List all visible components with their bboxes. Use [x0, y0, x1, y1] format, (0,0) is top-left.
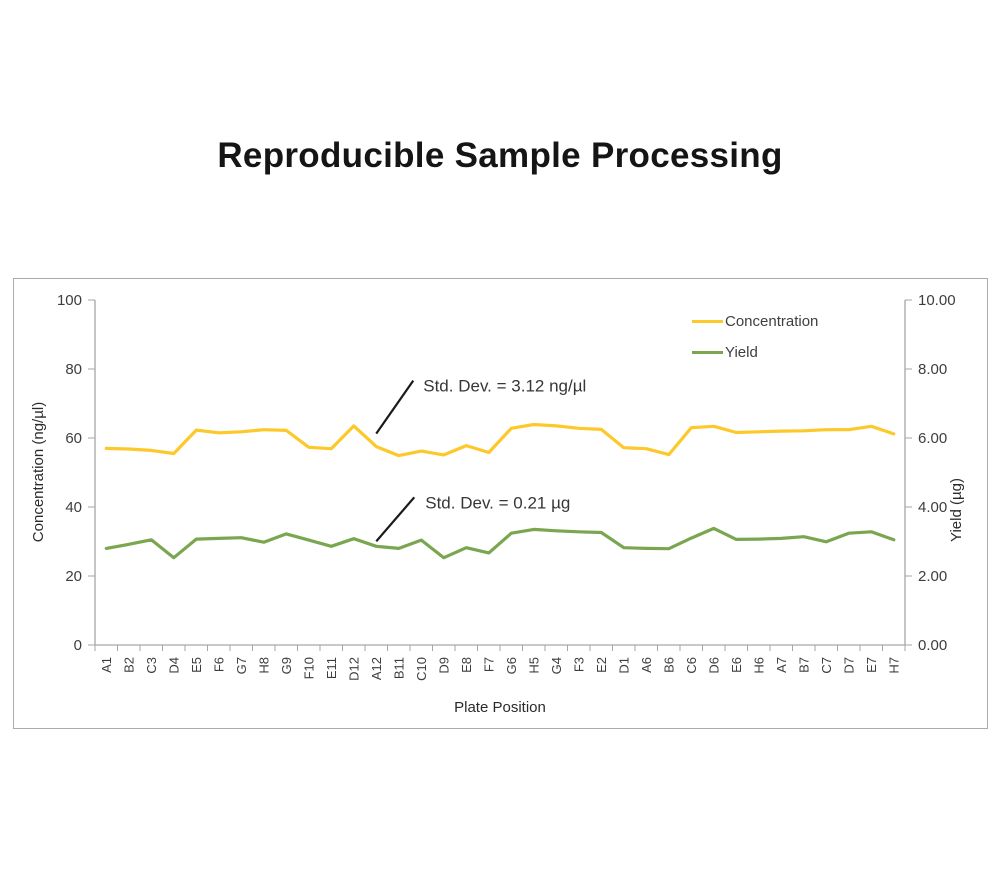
x-axis-category-label: G7	[234, 657, 249, 674]
x-axis-category-label: F10	[301, 657, 316, 679]
x-axis-category-label: A1	[99, 657, 114, 673]
x-axis-category-label: E6	[729, 657, 744, 673]
x-axis-category-label: H8	[256, 657, 271, 674]
x-axis-category-label: B11	[391, 657, 406, 679]
x-axis-category-label: G9	[279, 657, 294, 674]
legend-item-yield: Yield	[692, 343, 818, 362]
line-chart: 0 20 40 60 80 100 0.00 2.00 4.00 6.00 8.00 10.00 A1 B…	[30, 292, 965, 716]
x-axis-category-label: E2	[594, 657, 609, 673]
x-axis-category-label: B6	[661, 657, 676, 673]
annotation-leader-line	[375, 496, 416, 543]
x-axis-category-label: H6	[751, 657, 766, 674]
page-title: Reproducible Sample Processing	[217, 136, 783, 175]
x-axis-category-label: D4	[166, 657, 181, 674]
right-axis-tick-label: 6.00	[918, 430, 947, 447]
left-axis-tick-label: 20	[65, 568, 82, 585]
right-axis-title: Yield (µg)	[948, 478, 965, 542]
x-axis-category-label: D6	[706, 657, 721, 674]
legend-label-concentration: Concentration	[725, 313, 819, 330]
chart-card: 0 20 40 60 80 100 0.00 2.00 4.00 6.00 8.00 10.00 A1 B…	[13, 278, 988, 729]
x-axis-category-label: A12	[369, 657, 384, 680]
yield-line-swatch	[692, 351, 723, 354]
x-axis-category-label: G4	[549, 657, 564, 674]
x-axis-category-label: D7	[841, 657, 856, 674]
legend-item-concentration: Concentration	[692, 312, 818, 331]
x-axis-category-label: E7	[864, 657, 879, 673]
x-axis-category-label: A6	[639, 657, 654, 673]
right-axis-tick-label: 10.00	[918, 292, 956, 309]
left-axis-tick-label: 60	[65, 430, 82, 447]
x-axis-category-label: D1	[616, 657, 631, 674]
legend-label-yield: Yield	[725, 344, 758, 361]
x-axis-category-label: D12	[346, 657, 361, 681]
x-axis-category-label: E5	[189, 657, 204, 673]
x-axis-category-label: F3	[571, 657, 586, 672]
right-axis-tick-label: 4.00	[918, 499, 947, 516]
x-axis-category-label: C10	[414, 657, 429, 681]
right-axis-tick-label: 2.00	[918, 568, 947, 585]
left-axis-tick-label: 80	[65, 361, 82, 378]
legend: Concentration Yield	[692, 312, 818, 374]
left-axis-tick-label: 0	[74, 637, 82, 654]
concentration-line-swatch	[692, 320, 723, 323]
annotation-text: Std. Dev. = 3.12 ng/µl	[423, 377, 586, 396]
x-axis-category-label: G6	[504, 657, 519, 674]
right-axis-tick-label: 8.00	[918, 361, 947, 378]
x-axis-category-label: F6	[211, 657, 226, 672]
x-axis-category-label: D9	[436, 657, 451, 674]
x-axis-category-label: E11	[324, 657, 339, 679]
x-axis-category-label: E8	[459, 657, 474, 673]
left-axis-tick-label: 40	[65, 499, 82, 516]
x-axis-category-label: C6	[684, 657, 699, 674]
x-axis-category-label: H7	[886, 657, 901, 674]
annotation-text: Std. Dev. = 0.21 µg	[425, 493, 570, 512]
annotation-leader-line	[375, 379, 415, 435]
x-axis-category-label: C3	[144, 657, 159, 674]
x-axis-category-label: A7	[774, 657, 789, 673]
x-axis-category-label: F7	[481, 657, 496, 672]
right-axis-tick-label: 0.00	[918, 637, 947, 654]
left-axis-tick-label: 100	[57, 292, 82, 309]
yield-line-series	[104, 526, 896, 560]
x-axis-category-label: B7	[796, 657, 811, 673]
x-axis-category-label: C7	[819, 657, 834, 674]
x-axis-title: Plate Position	[454, 699, 546, 716]
concentration-line-series	[104, 422, 896, 458]
left-axis-title: Concentration (ng/µl)	[30, 402, 47, 542]
x-axis-category-label: H5	[526, 657, 541, 674]
x-axis-category-label: B2	[121, 657, 136, 673]
